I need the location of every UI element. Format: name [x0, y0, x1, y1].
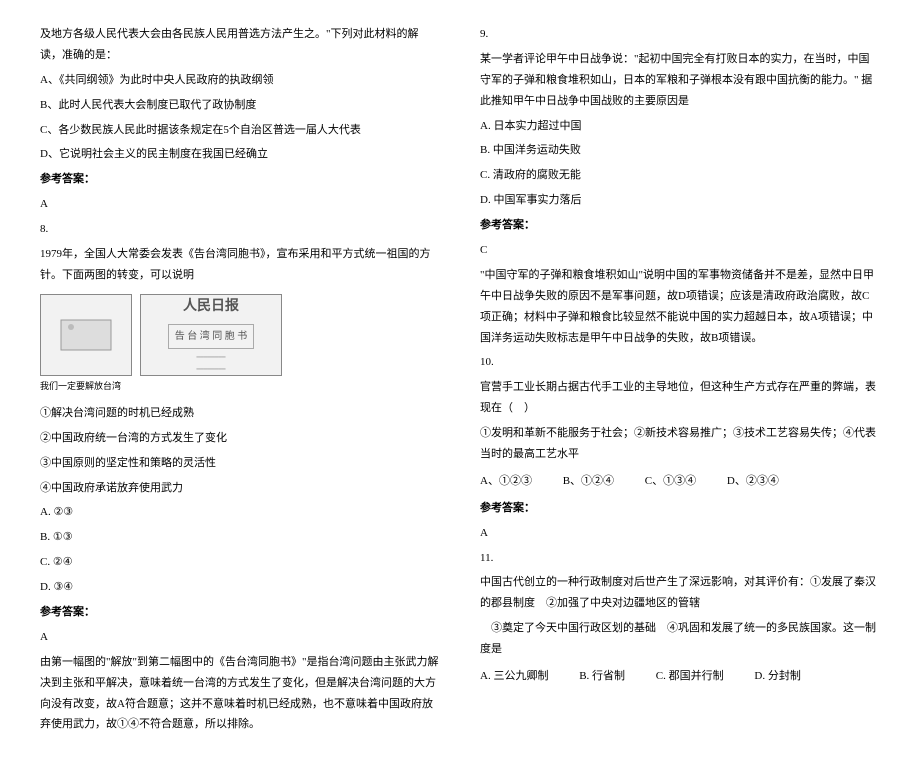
newspaper-title: 人民日报 [183, 294, 239, 321]
q8-optC: C. ②④ [40, 552, 440, 573]
image-row: 我们一定要解放台湾 人民日报 告 台 湾 同 胞 书 ━━━━━━━━━━━━━… [40, 294, 440, 395]
q8-text: 1979年，全国人大常委会发表《告台湾同胞书》，宣布采用和平方式统一祖国的方针。… [40, 244, 440, 286]
q9-optA: A. 日本实力超过中国 [480, 116, 880, 137]
q8-stmt3: ③中国原则的坚定性和策略的灵活性 [40, 453, 440, 474]
answer-label-4: 参考答案： [480, 498, 880, 519]
q7-optD: D、它说明社会主义的民主制度在我国已经确立 [40, 144, 440, 165]
q11-optA: A. 三公九卿制 [480, 670, 548, 682]
q10-number: 10. [480, 352, 880, 373]
q9-optD: D. 中国军事实力落后 [480, 190, 880, 211]
newspaper-lines: ━━━━━━━━━━━━━━━━ [197, 353, 226, 376]
answer-4: A [480, 523, 880, 544]
q9-optC: C. 清政府的腐败无能 [480, 165, 880, 186]
q9-text: 某一学者评论甲午中日战争说："起初中国完全有打败日本的实力，在当时，中国守军的子… [480, 49, 880, 112]
q11-optC: C. 郡国并行制 [656, 670, 724, 682]
answer-3: C [480, 240, 880, 261]
q8-stmt1: ①解决台湾问题的时机已经成熟 [40, 403, 440, 424]
q8-number: 8. [40, 219, 440, 240]
q11-optB: B. 行省制 [579, 670, 625, 682]
q10-options: A、①②③ B、①②④ C、①③④ D、②③④ [480, 471, 880, 492]
image-1-wrap: 我们一定要解放台湾 [40, 294, 132, 395]
image-1 [40, 294, 132, 376]
q10-stmts: ①发明和革新不能服务于社会；②新技术容易推广；③技术工艺容易失传；④代表当时的最… [480, 423, 880, 465]
q10-optD: D、②③④ [727, 475, 779, 487]
q8-optD: D. ③④ [40, 577, 440, 598]
q8-optA: A. ②③ [40, 502, 440, 523]
answer-1: A [40, 194, 440, 215]
answer-label-2: 参考答案： [40, 602, 440, 623]
q8-explain: 由第一幅图的"解放"到第二幅图中的《告台湾同胞书》"是指台湾问题由主张武力解决到… [40, 652, 440, 736]
q7-optC: C、各少数民族人民此时据该条规定在5个自治区普选一届人大代表 [40, 120, 440, 141]
q7-optA: A、《共同纲领》为此时中央人民政府的执政纲领 [40, 70, 440, 91]
left-column: 及地方各级人民代表大会由各民族人民用普选方法产生之。"下列对此材料的解读，准确的… [40, 20, 440, 739]
q10-optC: C、①③④ [645, 475, 696, 487]
right-column: 9. 某一学者评论甲午中日战争说："起初中国完全有打败日本的实力，在当时，中国守… [480, 20, 880, 739]
q9-number: 9. [480, 24, 880, 45]
flag-icon [56, 315, 116, 355]
answer-2: A [40, 627, 440, 648]
q11-text2: ③奠定了今天中国行政区划的基础 ④巩固和发展了统一的多民族国家。这一制度是 [480, 618, 880, 660]
image-2: 人民日报 告 台 湾 同 胞 书 ━━━━━━━━━━━━━━━━ [140, 294, 282, 376]
q11-optD: D. 分封制 [754, 670, 800, 682]
q8-stmt4: ④中国政府承诺放弃使用武力 [40, 478, 440, 499]
q8-stmt2: ②中国政府统一台湾的方式发生了变化 [40, 428, 440, 449]
answer-label-1: 参考答案： [40, 169, 440, 190]
newspaper-headline: 告 台 湾 同 胞 书 [168, 324, 255, 349]
q8-optB: B. ①③ [40, 527, 440, 548]
q11-text: 中国古代创立的一种行政制度对后世产生了深远影响，对其评价有：①发展了秦汉的郡县制… [480, 572, 880, 614]
q11-number: 11. [480, 548, 880, 569]
q7-intro: 及地方各级人民代表大会由各民族人民用普选方法产生之。"下列对此材料的解读，准确的… [40, 24, 440, 66]
q9-optB: B. 中国洋务运动失败 [480, 140, 880, 161]
q10-text: 官营手工业长期占据古代手工业的主导地位，但这种生产方式存在严重的弊端，表现在（ … [480, 377, 880, 419]
answer-label-3: 参考答案： [480, 215, 880, 236]
q10-optB: B、①②④ [563, 475, 614, 487]
q11-options: A. 三公九卿制 B. 行省制 C. 郡国并行制 D. 分封制 [480, 666, 880, 687]
q10-optA: A、①②③ [480, 475, 532, 487]
image-1-caption: 我们一定要解放台湾 [40, 378, 132, 395]
q7-optB: B、此时人民代表大会制度已取代了政协制度 [40, 95, 440, 116]
q9-explain: "中国守军的子弹和粮食堆积如山"说明中国的军事物资储备并不是差，显然中日甲午中日… [480, 265, 880, 349]
